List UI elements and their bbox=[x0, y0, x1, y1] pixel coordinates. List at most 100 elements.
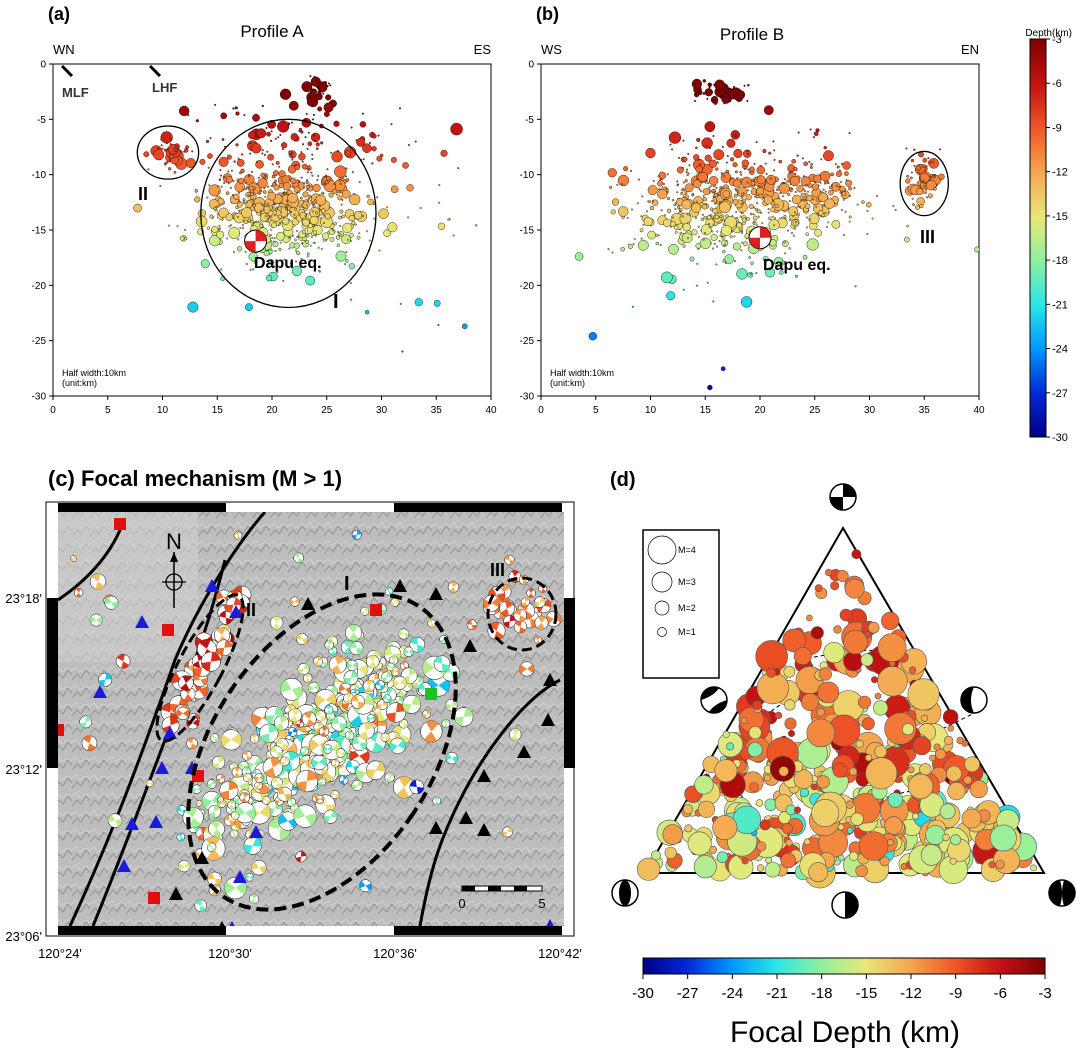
ternary-event-dot bbox=[764, 861, 781, 878]
hypocenter-dot bbox=[236, 159, 245, 167]
hypocenter-dot bbox=[333, 221, 337, 226]
hypocenter-dot bbox=[739, 215, 742, 218]
beachball-quadrant bbox=[418, 682, 426, 690]
x-tick-label: 40 bbox=[485, 405, 497, 416]
hypocenter-dot bbox=[651, 199, 655, 203]
beachball-quadrant bbox=[73, 555, 77, 559]
focal-mechanism-beachball bbox=[335, 748, 346, 758]
focal-mechanism-beachball bbox=[386, 662, 396, 672]
hypocenter-dot bbox=[209, 214, 214, 219]
hypocenter-dot bbox=[729, 235, 733, 239]
beachball-quadrant bbox=[363, 722, 374, 731]
beachball-quadrant bbox=[252, 837, 262, 847]
beachball-quadrant bbox=[76, 588, 82, 593]
hypocenter-dot bbox=[797, 131, 800, 134]
hypocenter-dot bbox=[727, 98, 732, 103]
beachball-quadrant bbox=[327, 746, 333, 752]
hypocenter-dot bbox=[764, 162, 767, 165]
beachball-quadrant bbox=[342, 775, 348, 780]
cluster-iii-label-c: III bbox=[490, 560, 505, 580]
hypocenter-dot bbox=[278, 247, 282, 251]
ternary-event-dot bbox=[693, 855, 717, 879]
beachball-quadrant bbox=[491, 597, 500, 608]
hypocenter-dot bbox=[704, 232, 707, 235]
hypocenter-dot bbox=[926, 196, 929, 199]
hypocenter-dot bbox=[740, 196, 743, 199]
hypocenter-dot bbox=[295, 260, 298, 263]
hypocenter-dot bbox=[290, 264, 293, 267]
hypocenter-dot bbox=[734, 170, 738, 174]
beachball-quadrant bbox=[183, 694, 193, 702]
hypocenter-dot bbox=[805, 183, 808, 187]
ternary-event-dot bbox=[839, 608, 853, 622]
ternary-event-dot bbox=[865, 757, 898, 790]
hypocenter-dot bbox=[301, 163, 308, 170]
hypocenter-dot bbox=[325, 94, 332, 101]
focal-mechanism-beachball bbox=[503, 615, 517, 628]
hypocenter-dot bbox=[474, 224, 478, 227]
hypocenter-dot bbox=[836, 165, 840, 169]
beachball-quadrant bbox=[219, 611, 226, 618]
hypocenter-dot bbox=[760, 211, 763, 214]
hypocenter-dot bbox=[333, 120, 340, 127]
hypocenter-dot bbox=[813, 181, 816, 184]
hypocenter-dot bbox=[218, 207, 229, 218]
ternary-event-dot bbox=[907, 766, 915, 774]
frame-segment bbox=[58, 503, 226, 512]
beachball-quadrant bbox=[528, 593, 534, 598]
beachball-quadrant bbox=[422, 714, 427, 719]
ternary-event-dot bbox=[992, 846, 1020, 874]
hypocenter-dot bbox=[447, 218, 450, 221]
cluster-ii-ellipse bbox=[155, 593, 245, 743]
beachball-quadrant bbox=[334, 656, 345, 665]
beachball-quadrant bbox=[451, 755, 458, 763]
hypocenter-dot bbox=[183, 148, 189, 153]
ternary-event-dot bbox=[764, 798, 777, 811]
beachball-quadrant bbox=[403, 632, 409, 639]
beachball-quadrant bbox=[367, 716, 372, 722]
hypocenter-dot bbox=[848, 215, 852, 219]
focal-mechanism-map-panel: (c) Focal mechanism (M > 1) N I II III 0 bbox=[5, 466, 582, 961]
hypocenter-dot bbox=[276, 206, 279, 209]
ternary-event-dot bbox=[862, 717, 875, 731]
hypocenter-dot bbox=[311, 210, 314, 213]
hypocenter-dot bbox=[235, 143, 239, 147]
hypocenter-dot bbox=[195, 119, 199, 123]
ternary-event-dot bbox=[755, 799, 764, 807]
ternary-event-dot bbox=[765, 856, 772, 864]
hypocenter-dot bbox=[302, 186, 305, 189]
hypocenter-dot bbox=[789, 218, 792, 221]
hypocenter-dot bbox=[194, 189, 199, 193]
hypocenter-dot bbox=[741, 211, 744, 214]
hypocenter-dot bbox=[647, 185, 658, 196]
hypocenter-dot bbox=[306, 171, 309, 174]
hypocenter-dot bbox=[815, 128, 820, 133]
hypocenter-dot bbox=[777, 196, 780, 199]
beachball-quadrant bbox=[417, 644, 425, 653]
hypocenter-dot bbox=[756, 187, 765, 196]
beachball-quadrant bbox=[426, 710, 431, 715]
focal-mechanism-beachball bbox=[145, 779, 154, 788]
hypocenter-dot bbox=[266, 219, 269, 222]
focal-mechanism-beachball bbox=[343, 670, 359, 686]
hypocenter-dot bbox=[236, 246, 243, 252]
map-focal-mechanisms bbox=[70, 529, 562, 912]
beachball-quadrant bbox=[339, 779, 345, 785]
hypocenter-dot bbox=[349, 193, 361, 206]
station-blue-triangle bbox=[233, 870, 247, 883]
beachball-quadrant bbox=[553, 613, 562, 623]
beachball-quadrant bbox=[220, 774, 225, 779]
hypocenter-dot bbox=[282, 217, 290, 225]
beachball-quadrant bbox=[271, 777, 278, 783]
hypocenter-dot bbox=[278, 183, 284, 189]
focal-mechanism-beachball bbox=[534, 636, 542, 645]
beachball-quadrant bbox=[210, 820, 221, 829]
hypocenter-dot bbox=[249, 152, 252, 155]
beachball-quadrant bbox=[521, 601, 527, 607]
hypocenter-dot bbox=[306, 179, 309, 182]
hypocenter-dot bbox=[779, 191, 782, 195]
hypocenter-dot bbox=[265, 275, 273, 282]
beachball-quadrant bbox=[208, 811, 216, 818]
beachball-quadrant bbox=[489, 622, 500, 631]
focal-mechanism-beachball bbox=[315, 794, 325, 804]
